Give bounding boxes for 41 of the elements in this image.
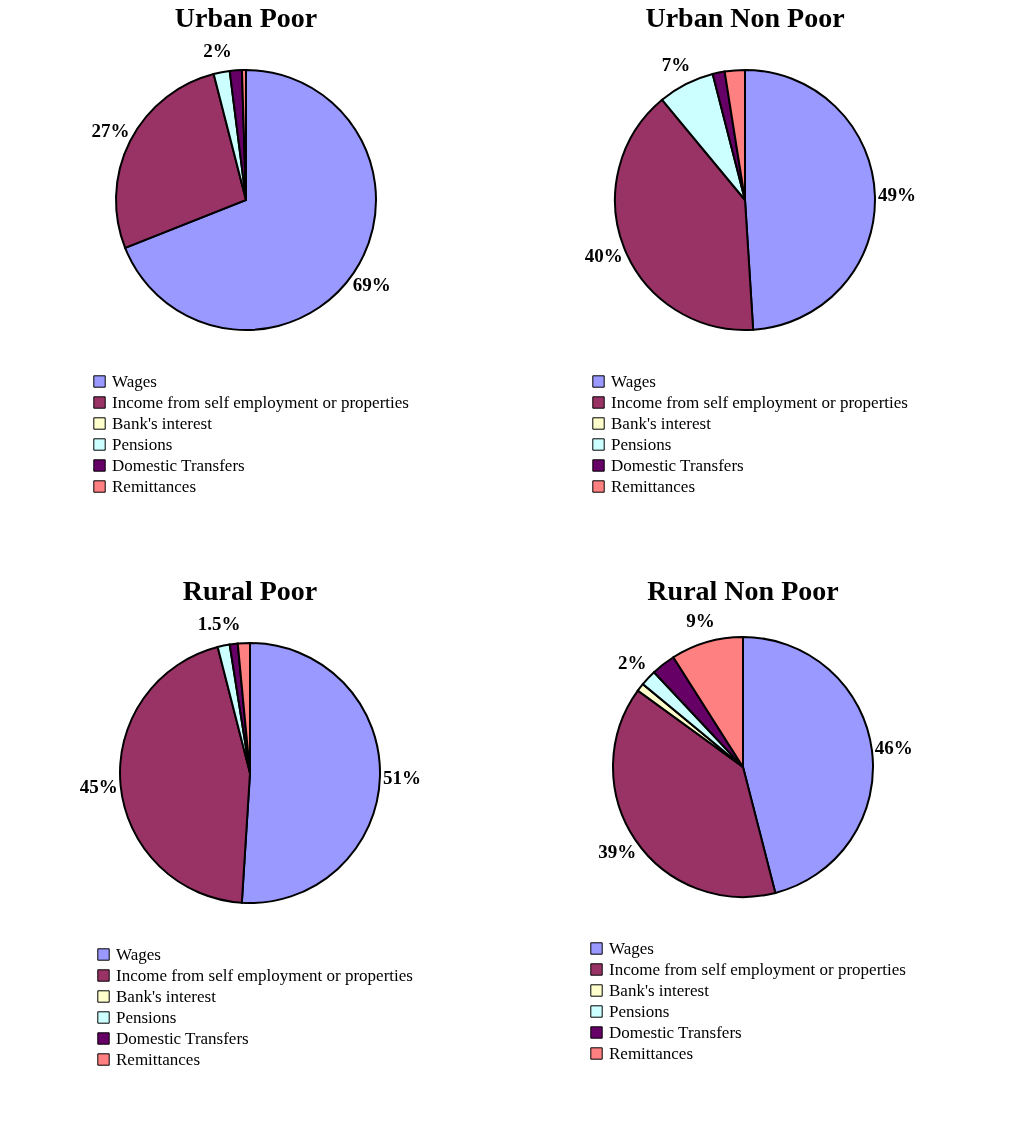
legend-label: Domestic Transfers xyxy=(112,455,245,475)
legend-label: Pensions xyxy=(112,434,173,454)
chart-title: Urban Non Poor xyxy=(645,2,845,34)
legend-label: Remittances xyxy=(611,476,696,496)
data-label: 2% xyxy=(203,39,232,61)
legend-label: Bank's interest xyxy=(116,986,217,1006)
data-label: 40% xyxy=(584,244,623,266)
data-label: 51% xyxy=(382,766,421,788)
legend-label: Bank's interest xyxy=(608,980,709,1000)
legend-label: Bank's interest xyxy=(112,413,213,433)
legend-label: Wages xyxy=(608,938,654,958)
legend-label: Income from self employment or properties xyxy=(611,392,908,412)
legend-label: Bank's interest xyxy=(611,413,712,433)
legend-label: Pensions xyxy=(608,1001,669,1021)
legend-label: Pensions xyxy=(611,434,672,454)
data-label: 69% xyxy=(352,274,391,296)
chart-title: Rural Poor xyxy=(182,575,318,607)
legend-label: Domestic Transfers xyxy=(611,455,744,475)
chart-title: Urban Poor xyxy=(174,2,318,34)
legend-label: Wages xyxy=(611,371,656,391)
data-label: 39% xyxy=(597,841,636,863)
data-label: 9% xyxy=(685,610,715,632)
legend-label: Income from self employment or properties xyxy=(116,965,413,985)
legend-label: Domestic Transfers xyxy=(116,1028,249,1048)
data-label: 49% xyxy=(877,184,916,206)
chart-title: Rural Non Poor xyxy=(646,575,839,606)
legend-label: Income from self employment or properties xyxy=(112,392,409,412)
data-label: 7% xyxy=(661,53,691,75)
data-label: 1.5% xyxy=(197,613,241,635)
legend-label: Income from self employment or properties xyxy=(608,959,906,979)
data-label: 45% xyxy=(79,776,118,798)
legend-label: Pensions xyxy=(116,1007,177,1027)
data-label: 46% xyxy=(874,736,913,758)
legend-label: Domestic Transfers xyxy=(608,1022,742,1042)
legend-label: Remittances xyxy=(116,1049,201,1069)
legend-label: Wages xyxy=(116,944,161,964)
legend-label: Remittances xyxy=(112,476,197,496)
legend-label: Remittances xyxy=(608,1043,693,1063)
data-label: 27% xyxy=(91,119,130,141)
legend-label: Wages xyxy=(112,371,157,391)
data-label: 2% xyxy=(617,651,646,673)
